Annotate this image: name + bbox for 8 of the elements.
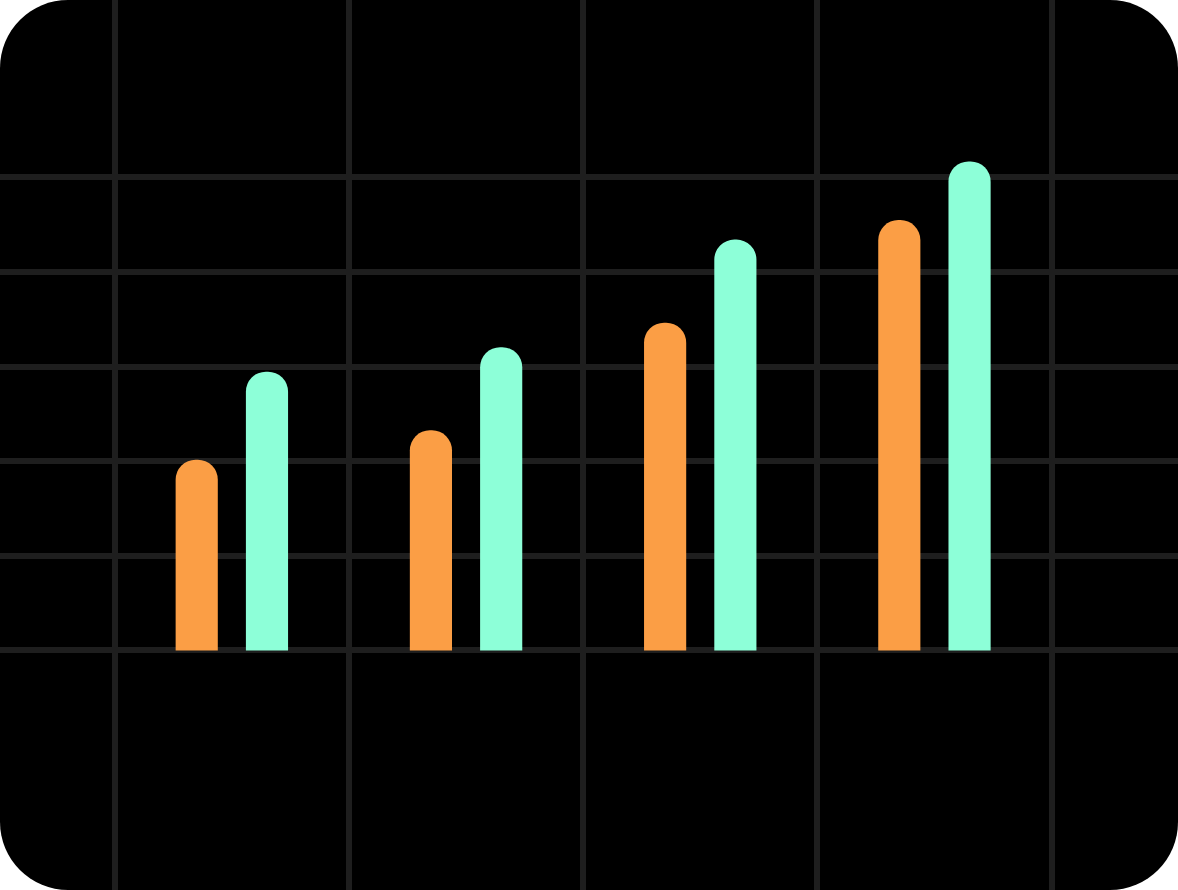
bar <box>948 161 991 651</box>
bar <box>409 430 452 651</box>
bar <box>245 371 289 651</box>
bar <box>714 239 757 651</box>
bar <box>644 322 687 651</box>
bar <box>175 459 218 651</box>
bar <box>878 220 921 651</box>
bar <box>480 347 523 651</box>
